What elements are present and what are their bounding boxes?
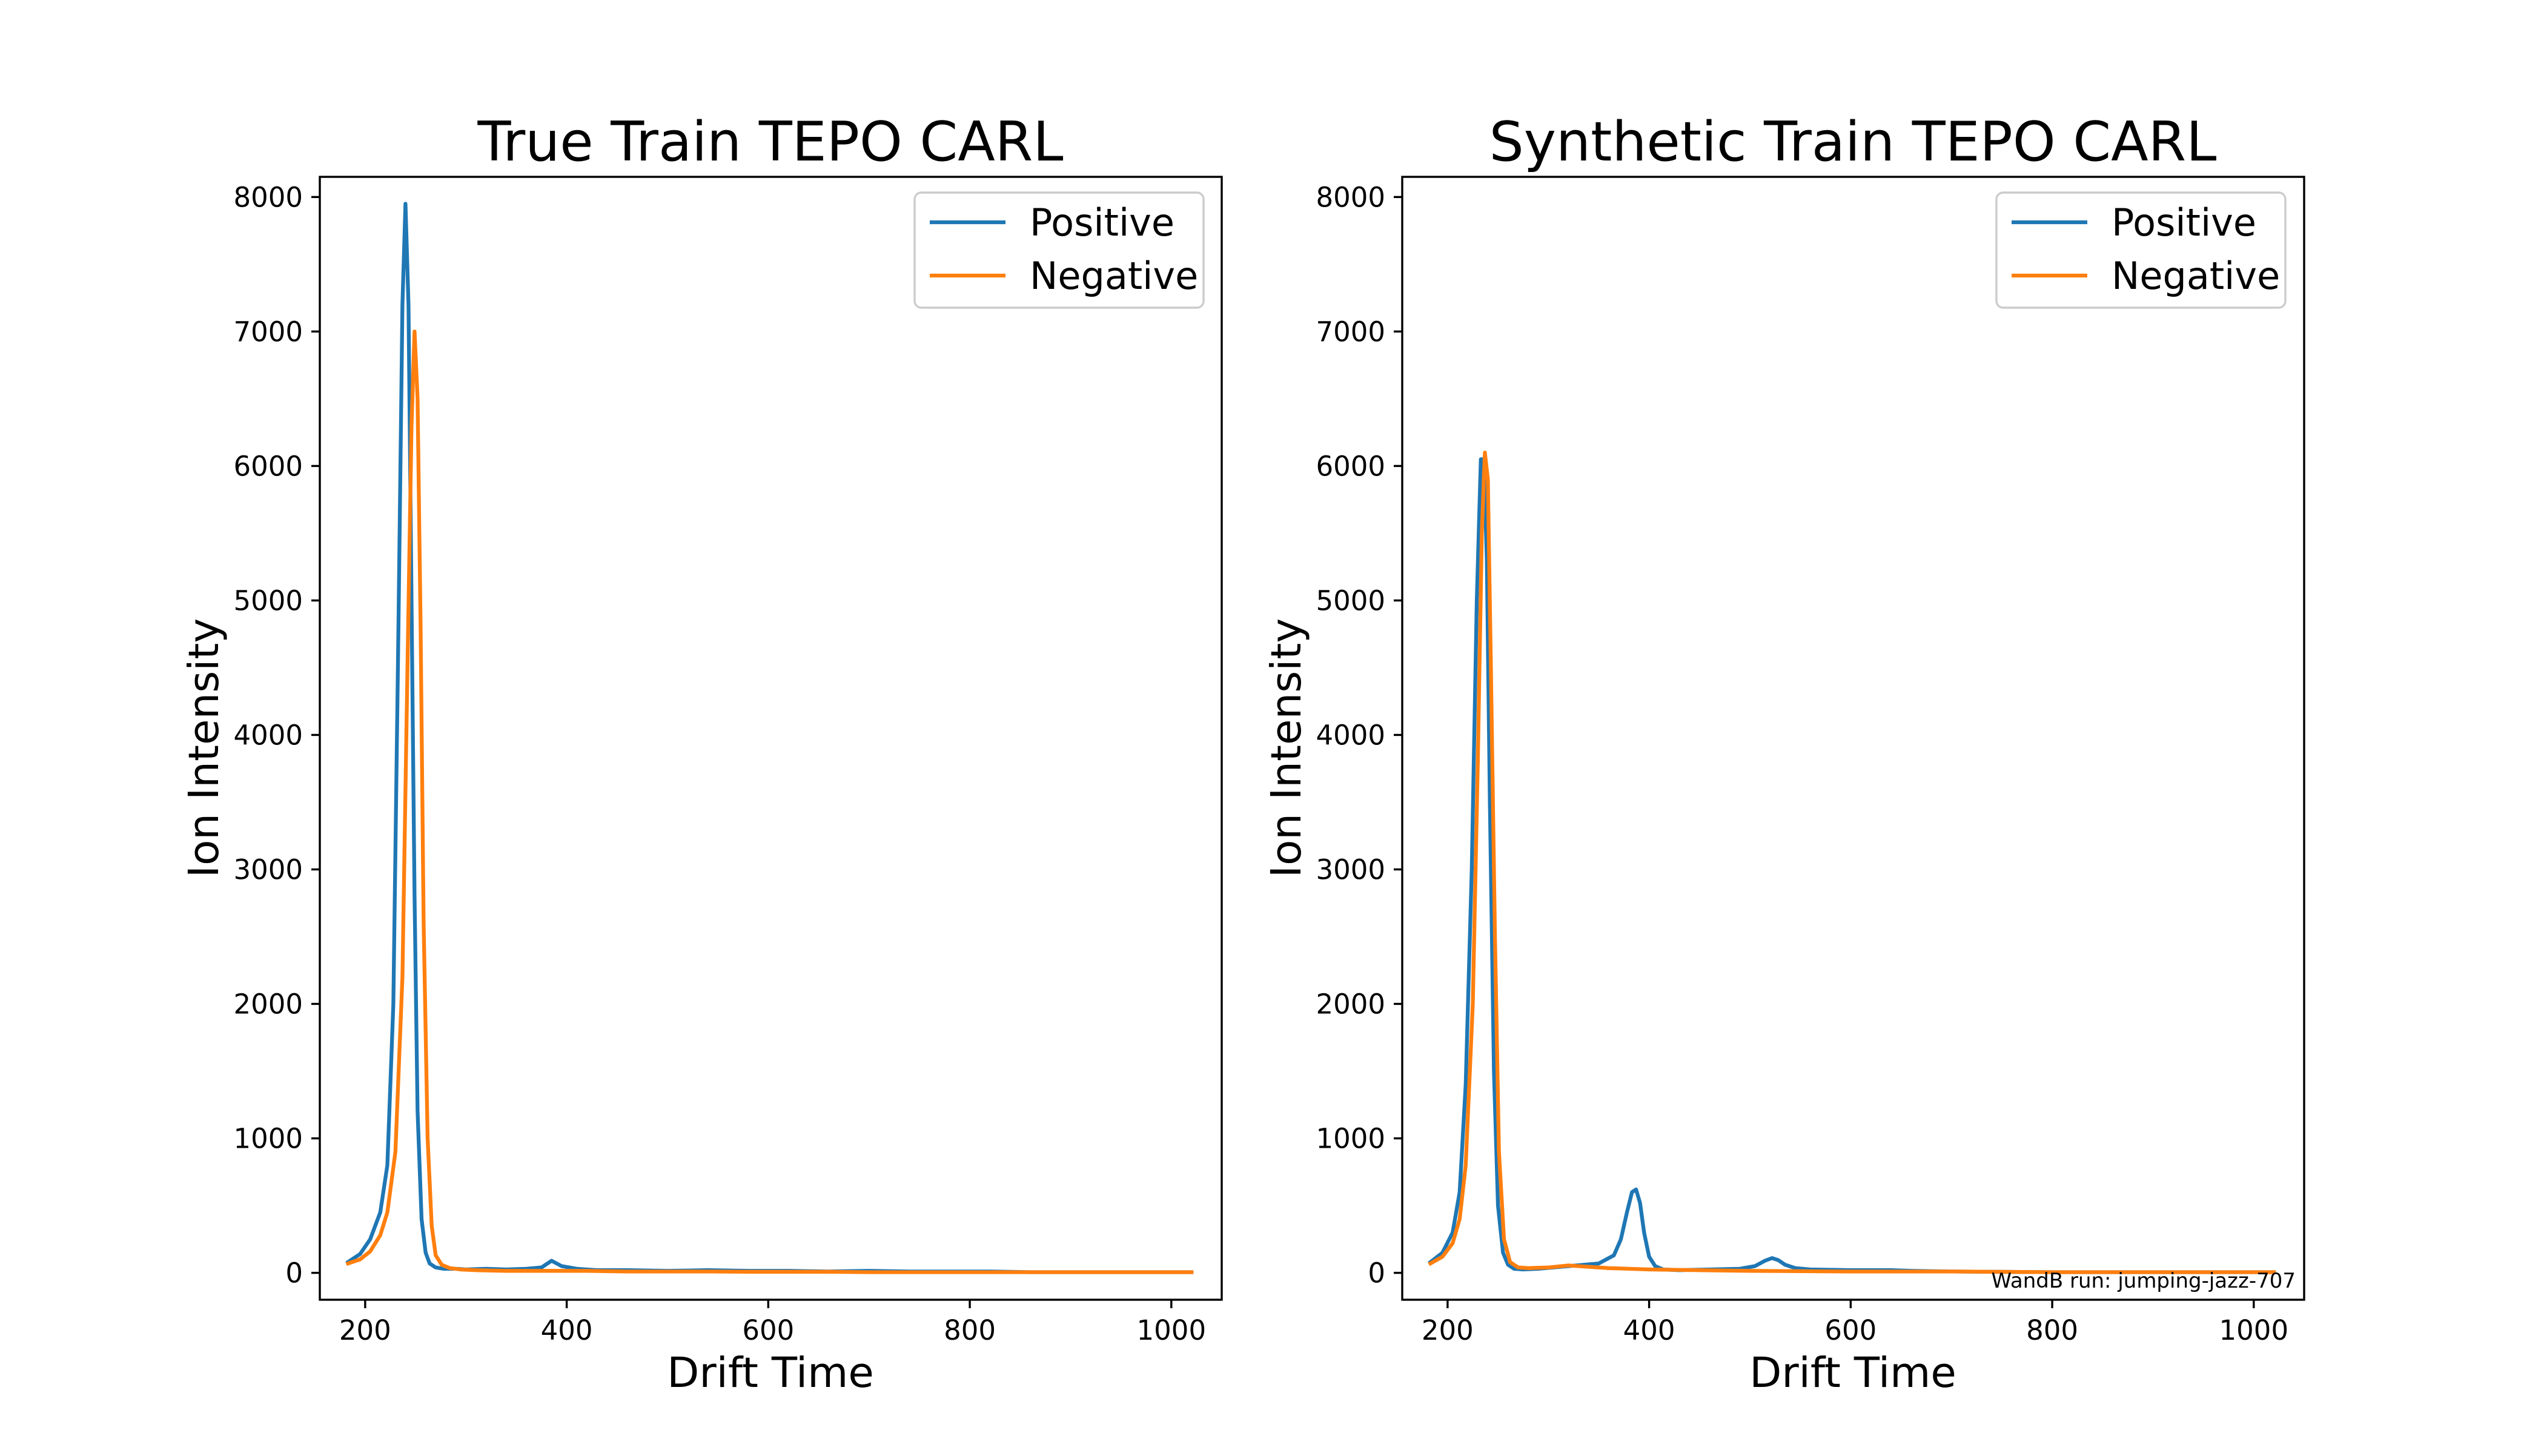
legend-label-negative: Negative — [1030, 254, 1198, 298]
y-tick-label: 6000 — [233, 450, 303, 482]
series-line-negative — [345, 329, 1194, 1274]
chart-synthetic-train: Synthetic Train TEPO CARL Drift Time Ion… — [1262, 110, 2305, 1397]
legend: Positive Negative — [1995, 191, 2287, 309]
y-tick-label: 0 — [285, 1257, 303, 1289]
x-tick-label: 800 — [944, 1314, 996, 1346]
y-tick-label: 6000 — [1316, 450, 1385, 482]
chart-true-train: True Train TEPO CARL Drift Time Ion Inte… — [180, 110, 1223, 1397]
x-tick-label: 400 — [541, 1314, 593, 1346]
y-tick-label: 5000 — [1316, 584, 1385, 617]
plot-lines — [345, 202, 1194, 1274]
y-axis-label: Ion Intensity — [180, 618, 228, 878]
x-tick-label: 200 — [1422, 1314, 1474, 1346]
legend: Positive Negative — [913, 191, 1205, 309]
wandb-run-footnote: WandB run: jumping-jazz-707 — [1991, 1269, 2296, 1293]
y-axis-label: Ion Intensity — [1262, 618, 1311, 878]
y-tick-label: 7000 — [233, 316, 303, 348]
y-tick-label: 4000 — [233, 719, 303, 751]
axis-ticks: 200 400 600 800 1000 0 1000 2000 3000 4000 5000 600… — [1316, 181, 2288, 1346]
legend-label-positive: Positive — [2112, 200, 2256, 245]
plot-lines — [1428, 451, 2276, 1274]
plot-frame — [1401, 176, 2305, 1301]
x-tick-label: 1000 — [1137, 1314, 1207, 1346]
y-tick-label: 1000 — [1316, 1123, 1385, 1155]
x-tick-label: 200 — [339, 1314, 391, 1346]
y-tick-label: 3000 — [233, 853, 303, 885]
y-tick-label: 1000 — [233, 1123, 303, 1155]
y-tick-label: 2000 — [1316, 988, 1385, 1021]
y-tick-label: 3000 — [1316, 853, 1385, 885]
x-axis-label: Drift Time — [667, 1349, 874, 1397]
x-tick-label: 600 — [1824, 1314, 1877, 1346]
series-line-negative — [1428, 451, 2276, 1274]
legend-label-positive: Positive — [1030, 200, 1174, 245]
y-tick-label: 4000 — [1316, 719, 1385, 751]
y-tick-label: 5000 — [233, 584, 303, 617]
chart-title: True Train TEPO CARL — [477, 110, 1064, 174]
x-tick-label: 1000 — [2219, 1314, 2289, 1346]
plot-frame — [319, 176, 1223, 1301]
chart-title: Synthetic Train TEPO CARL — [1489, 110, 2217, 174]
legend-label-negative: Negative — [2112, 254, 2280, 298]
x-tick-label: 600 — [742, 1314, 794, 1346]
y-tick-label: 7000 — [1316, 316, 1385, 348]
x-axis-label: Drift Time — [1749, 1349, 1956, 1397]
x-tick-label: 400 — [1623, 1314, 1675, 1346]
x-tick-label: 800 — [2026, 1314, 2078, 1346]
y-tick-label: 0 — [1368, 1257, 1385, 1289]
axis-ticks: 200 400 600 800 1000 0 1000 2000 3000 4000 5000 600… — [233, 181, 1206, 1346]
y-tick-label: 8000 — [1316, 181, 1385, 213]
y-tick-label: 2000 — [233, 988, 303, 1021]
y-tick-label: 8000 — [233, 181, 303, 213]
